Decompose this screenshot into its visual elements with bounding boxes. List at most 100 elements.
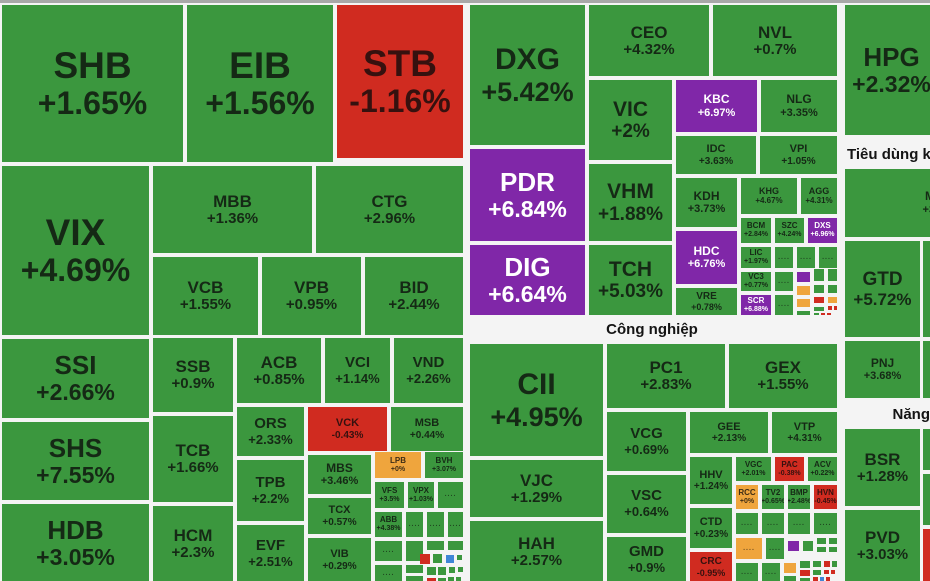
tile-small[interactable] xyxy=(826,577,830,581)
tile-SCR[interactable]: SCR +6.88% xyxy=(741,295,771,315)
tile-small[interactable]: .... xyxy=(788,513,810,534)
tile-VCK[interactable]: VCK -0.43% xyxy=(308,407,387,451)
tile-small[interactable] xyxy=(821,313,825,315)
tile-small[interactable] xyxy=(406,576,423,581)
tile-EVF[interactable]: EVF +2.51% xyxy=(237,525,304,581)
tile-small[interactable] xyxy=(800,561,810,568)
tile-small[interactable]: .... xyxy=(448,512,463,537)
tile-VTP[interactable]: VTP +4.31% xyxy=(772,412,837,453)
tile-IDC[interactable]: IDC +3.63% xyxy=(676,136,756,174)
tile-small[interactable]: .... xyxy=(762,513,784,534)
tile-small[interactable]: .... xyxy=(775,295,793,315)
tile-SSI[interactable]: SSI +2.66% xyxy=(2,339,149,418)
tile-small[interactable]: .... xyxy=(766,538,784,559)
tile-small[interactable] xyxy=(797,286,810,295)
tile-VCG[interactable]: VCG +0.69% xyxy=(607,412,686,471)
tile-small[interactable]: .... xyxy=(775,272,793,291)
tile-SHS[interactable]: SHS +7.55% xyxy=(2,422,149,500)
tile-small[interactable]: .... xyxy=(814,513,837,534)
tile-DIG[interactable]: DIG +6.64% xyxy=(470,245,585,315)
tile-LIC[interactable]: LIC +1.97% xyxy=(741,247,771,268)
tile-small[interactable] xyxy=(829,547,837,552)
tile-small[interactable] xyxy=(788,541,799,551)
tile-VSC[interactable]: VSC +0.64% xyxy=(607,475,686,533)
tile-NLG[interactable]: NLG +3.35% xyxy=(761,80,837,132)
tile-small[interactable] xyxy=(817,547,826,552)
tile-small[interactable] xyxy=(448,541,463,550)
tile-small[interactable] xyxy=(456,577,461,581)
tile-GMD[interactable]: GMD +0.9% xyxy=(607,537,686,581)
tile-SSB[interactable]: SSB +0.9% xyxy=(153,338,233,412)
tile-small[interactable] xyxy=(923,429,930,470)
tile-small[interactable] xyxy=(814,297,824,303)
tile-BID[interactable]: BID +2.44% xyxy=(365,257,463,335)
tile-VND[interactable]: VND +2.26% xyxy=(394,338,463,403)
tile-VCB[interactable]: VCB +1.55% xyxy=(153,257,258,335)
tile-LPB[interactable]: LPB +0% xyxy=(375,452,421,478)
tile-VIC[interactable]: VIC +2% xyxy=(589,80,672,160)
tile-small[interactable] xyxy=(438,578,446,581)
tile-small[interactable] xyxy=(814,313,819,315)
tile-small[interactable] xyxy=(831,570,835,574)
tile-DXG[interactable]: DXG +5.42% xyxy=(470,5,585,145)
tile-KDH[interactable]: KDH +3.73% xyxy=(676,178,737,227)
tile-small[interactable] xyxy=(458,567,463,572)
tile-VIB[interactable]: VIB +0.29% xyxy=(308,538,371,581)
tile-small[interactable] xyxy=(813,577,818,581)
tile-MBS[interactable]: MBS +3.46% xyxy=(308,455,371,494)
tile-small[interactable] xyxy=(832,561,837,567)
tile-VHM[interactable]: VHM +1.88% xyxy=(589,164,672,241)
tile-small[interactable] xyxy=(923,529,930,581)
tile-TPB[interactable]: TPB +2.2% xyxy=(237,460,304,521)
tile-small[interactable] xyxy=(446,555,454,563)
tile-small[interactable] xyxy=(420,554,430,564)
tile-small[interactable] xyxy=(457,555,462,560)
tile-STB[interactable]: STB -1.16% xyxy=(337,5,463,158)
tile-small[interactable] xyxy=(828,269,837,281)
tile-small[interactable] xyxy=(813,561,821,567)
tile-KBC[interactable]: KBC +6.97% xyxy=(676,80,757,132)
tile-TCX[interactable]: TCX +0.57% xyxy=(308,498,371,534)
tile-CTG[interactable]: CTG +2.96% xyxy=(316,166,463,253)
tile-VIX[interactable]: VIX +4.69% xyxy=(2,166,149,335)
tile-VC3[interactable]: VC3 +0.77% xyxy=(741,272,771,291)
tile-small[interactable] xyxy=(820,577,824,581)
tile-small[interactable] xyxy=(448,577,454,581)
tile-small[interactable] xyxy=(827,313,831,315)
tile-HPG[interactable]: HPG +2.32% xyxy=(845,5,930,135)
tile-KHG[interactable]: KHG +4.67% xyxy=(741,178,797,214)
tile-ACV[interactable]: ACV +0.22% xyxy=(808,457,837,481)
tile-ABB[interactable]: ABB +4.38% xyxy=(375,512,402,537)
tile-small[interactable] xyxy=(800,570,810,576)
tile-small[interactable]: .... xyxy=(406,512,423,537)
tile-small[interactable] xyxy=(427,567,436,575)
tile-NVL[interactable]: NVL +0.7% xyxy=(713,5,837,76)
tile-AGG[interactable]: AGG +4.31% xyxy=(801,178,837,214)
tile-VPX[interactable]: VPX +1.03% xyxy=(408,482,434,508)
tile-MBB[interactable]: MBB +1.36% xyxy=(153,166,312,253)
tile-VCI[interactable]: VCI +1.14% xyxy=(325,338,390,403)
tile-RCC[interactable]: RCC +0% xyxy=(736,485,758,509)
tile-EIB[interactable]: EIB +1.56% xyxy=(187,5,333,162)
tile-VGC[interactable]: VGC +2.01% xyxy=(736,457,771,481)
tile-small[interactable] xyxy=(797,311,810,315)
tile-small[interactable] xyxy=(803,541,813,551)
tile-small[interactable] xyxy=(800,578,810,581)
tile-GTD[interactable]: GTD +5.72% xyxy=(845,241,920,337)
tile-PC1[interactable]: PC1 +2.83% xyxy=(607,344,725,408)
tile-small[interactable] xyxy=(784,576,796,581)
tile-small[interactable] xyxy=(406,565,423,573)
tile-small[interactable] xyxy=(923,341,930,398)
tile-VJC[interactable]: VJC +1.29% xyxy=(470,460,603,517)
tile-HDC[interactable]: HDC +6.76% xyxy=(676,231,737,284)
tile-small[interactable]: .... xyxy=(375,565,402,581)
tile-small[interactable] xyxy=(449,567,455,573)
tile-HVN[interactable]: HVN -0.45% xyxy=(814,485,837,509)
tile-BSR[interactable]: BSR +1.28% xyxy=(845,429,920,506)
tile-HAH[interactable]: HAH +2.57% xyxy=(470,521,603,581)
tile-HDB[interactable]: HDB +3.05% xyxy=(2,504,149,581)
tile-ACB[interactable]: ACB +0.85% xyxy=(237,338,321,403)
tile-VFS[interactable]: VFS +3.5% xyxy=(375,482,404,508)
tile-small[interactable]: .... xyxy=(438,482,463,508)
tile-PVD[interactable]: PVD +3.03% xyxy=(845,510,920,581)
